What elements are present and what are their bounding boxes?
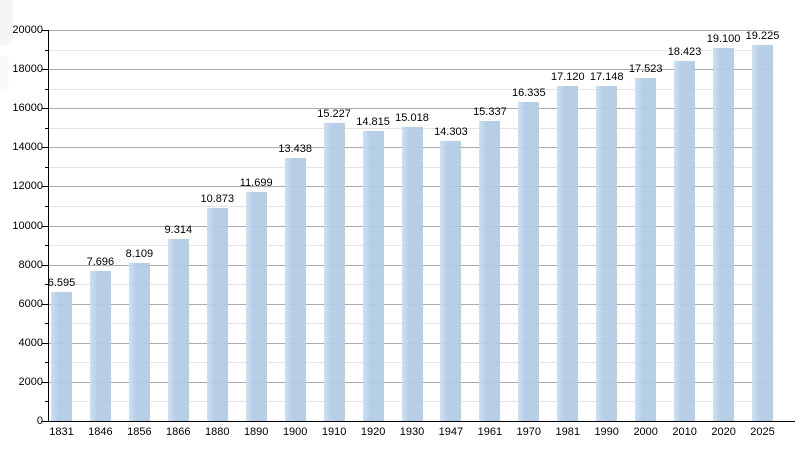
y-minor-tick bbox=[45, 166, 48, 168]
y-major-tick bbox=[42, 30, 48, 31]
y-minor-tick bbox=[45, 401, 48, 403]
x-axis-tick-label: 1930 bbox=[399, 426, 425, 438]
bar bbox=[128, 262, 150, 421]
x-axis-tick-label: 1846 bbox=[88, 426, 113, 438]
bar bbox=[713, 47, 735, 421]
x-axis-tick-label: 1981 bbox=[555, 426, 581, 438]
y-major-tick bbox=[42, 303, 48, 305]
y-major-tick bbox=[42, 421, 48, 422]
y-minor-tick bbox=[45, 127, 48, 129]
bar-value-label: 14.815 bbox=[356, 116, 390, 129]
bar-value-label: 17.148 bbox=[589, 70, 624, 83]
bar-value-label: 19.225 bbox=[745, 30, 780, 43]
y-minor-tick bbox=[45, 323, 48, 325]
x-axis-tick-label: 1947 bbox=[438, 426, 464, 438]
y-minor-tick bbox=[45, 88, 48, 90]
bar-value-label: 6.595 bbox=[47, 277, 76, 290]
major-gridline bbox=[49, 30, 773, 31]
bar-value-label: 17.120 bbox=[550, 71, 585, 84]
bar-value-label: 9.314 bbox=[164, 223, 193, 236]
bar bbox=[479, 121, 501, 421]
bar bbox=[596, 85, 618, 421]
y-axis-tick-label: 20000 bbox=[12, 24, 43, 36]
y-axis-tick-label: 8000 bbox=[18, 258, 43, 271]
y-axis-tick-label: 6000 bbox=[18, 297, 43, 310]
bar bbox=[323, 123, 345, 421]
y-axis-tick-label: 16000 bbox=[12, 102, 43, 115]
bar bbox=[89, 270, 111, 421]
bar-value-label: 19.100 bbox=[706, 32, 741, 45]
y-axis-tick-label: 18000 bbox=[12, 63, 43, 76]
bar-value-label: 15.227 bbox=[317, 108, 351, 121]
bar-value-label: 8.109 bbox=[125, 247, 154, 260]
y-axis-tick-label: 14000 bbox=[12, 141, 43, 154]
y-major-tick bbox=[42, 108, 48, 110]
x-axis-tick-label: 1831 bbox=[49, 426, 74, 438]
major-gridline bbox=[49, 108, 773, 110]
bar bbox=[206, 208, 228, 421]
bar bbox=[362, 131, 384, 421]
plot-area: 6.595 7.696 8.109 9.314 10.873 11.699 13.438 15… bbox=[48, 30, 779, 421]
x-axis-tick-label: 2010 bbox=[672, 426, 697, 438]
x-axis-tick-label: 1890 bbox=[243, 426, 269, 438]
bar bbox=[557, 86, 579, 421]
bar-value-label: 17.523 bbox=[628, 63, 663, 76]
y-major-tick bbox=[42, 69, 48, 71]
x-axis-tick-label: 1990 bbox=[594, 426, 619, 438]
bar bbox=[167, 238, 189, 421]
bar bbox=[284, 158, 306, 421]
x-axis-tick-label: 1900 bbox=[282, 426, 308, 438]
y-minor-tick bbox=[45, 362, 48, 364]
y-major-tick bbox=[42, 147, 48, 149]
x-axis-tick-label: 2020 bbox=[711, 426, 736, 438]
minor-gridline bbox=[49, 88, 773, 90]
x-axis-line bbox=[48, 421, 795, 422]
bar-value-label: 15.018 bbox=[395, 112, 429, 125]
bar-value-label: 7.696 bbox=[86, 255, 115, 268]
y-minor-tick bbox=[45, 49, 48, 51]
x-axis-tick-label: 2000 bbox=[633, 426, 658, 438]
x-axis-tick-label: 1920 bbox=[360, 426, 386, 438]
bar bbox=[752, 45, 773, 421]
bar bbox=[440, 141, 462, 421]
bar bbox=[51, 292, 72, 421]
y-axis-tick-label: 4000 bbox=[18, 336, 43, 349]
major-gridline bbox=[49, 69, 773, 71]
bar bbox=[674, 60, 696, 421]
bar-value-label: 14.303 bbox=[434, 126, 468, 139]
y-minor-tick bbox=[45, 245, 48, 246]
y-axis-tick-label: 10000 bbox=[12, 219, 43, 232]
bar bbox=[245, 192, 267, 421]
bar-value-label: 11.699 bbox=[239, 177, 273, 190]
x-axis-tick-label: 1961 bbox=[477, 426, 503, 438]
y-minor-tick bbox=[45, 205, 48, 207]
bar-value-label: 15.337 bbox=[473, 106, 507, 119]
y-major-tick bbox=[42, 225, 48, 227]
x-axis-tick-label: 1880 bbox=[205, 426, 230, 438]
bar-value-label: 10.873 bbox=[200, 193, 235, 206]
x-axis-tick-label: 1866 bbox=[166, 426, 191, 438]
y-axis-tick-label: 12000 bbox=[12, 180, 43, 193]
y-major-tick bbox=[42, 186, 48, 188]
bar-value-label: 13.438 bbox=[278, 143, 313, 156]
bar bbox=[635, 78, 657, 421]
x-axis-tick-label: 1910 bbox=[321, 426, 347, 438]
bar-value-label: 18.423 bbox=[667, 45, 702, 58]
x-axis-tick-label: 1856 bbox=[127, 426, 152, 438]
bar bbox=[401, 127, 423, 421]
x-axis-tick-label: 1970 bbox=[516, 426, 542, 438]
bar-value-label: 16.335 bbox=[511, 86, 546, 99]
y-minor-tick bbox=[45, 284, 48, 286]
corner-artifact bbox=[0, 56, 9, 90]
y-major-tick bbox=[42, 264, 48, 266]
y-axis-tick-label: 0 bbox=[36, 415, 43, 427]
y-major-tick bbox=[42, 381, 48, 383]
x-axis-tick-label: 2025 bbox=[750, 426, 775, 438]
minor-gridline bbox=[49, 49, 773, 51]
y-axis-tick-label: 2000 bbox=[18, 375, 43, 388]
bar bbox=[518, 101, 540, 421]
corner-artifact bbox=[0, 0, 13, 46]
y-major-tick bbox=[42, 342, 48, 344]
